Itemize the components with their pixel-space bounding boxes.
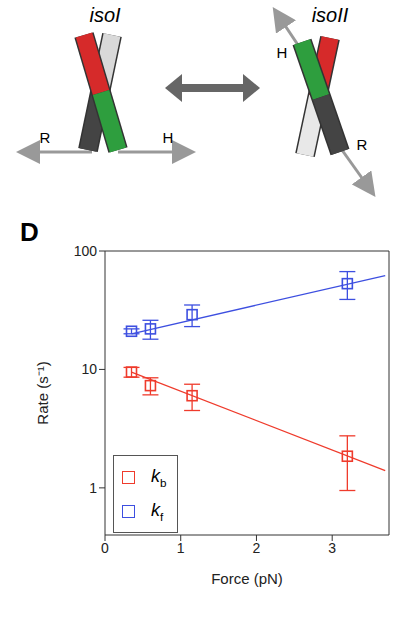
svg-text:100: 100 <box>74 243 98 259</box>
svg-text:2: 2 <box>253 540 261 556</box>
svg-text:isoII: isoII <box>312 4 349 26</box>
svg-text:isoI: isoI <box>89 4 121 26</box>
html-text:kb: kb <box>151 465 167 489</box>
svg-text:H: H <box>277 44 288 61</box>
svg-text:1: 1 <box>89 480 97 496</box>
svg-text:R: R <box>357 136 368 153</box>
svg-text:3: 3 <box>328 540 336 556</box>
html-text:kf: kf <box>151 499 164 523</box>
svg-text:10: 10 <box>81 361 97 377</box>
svg-text:0: 0 <box>101 540 109 556</box>
svg-text:H: H <box>163 129 174 146</box>
html-text:D: D <box>20 217 39 247</box>
svg-text:1: 1 <box>177 540 185 556</box>
svg-text:Rate (s⁻¹): Rate (s⁻¹) <box>34 361 51 424</box>
svg-text:R: R <box>40 129 51 146</box>
svg-text:Force (pN): Force (pN) <box>211 570 283 587</box>
